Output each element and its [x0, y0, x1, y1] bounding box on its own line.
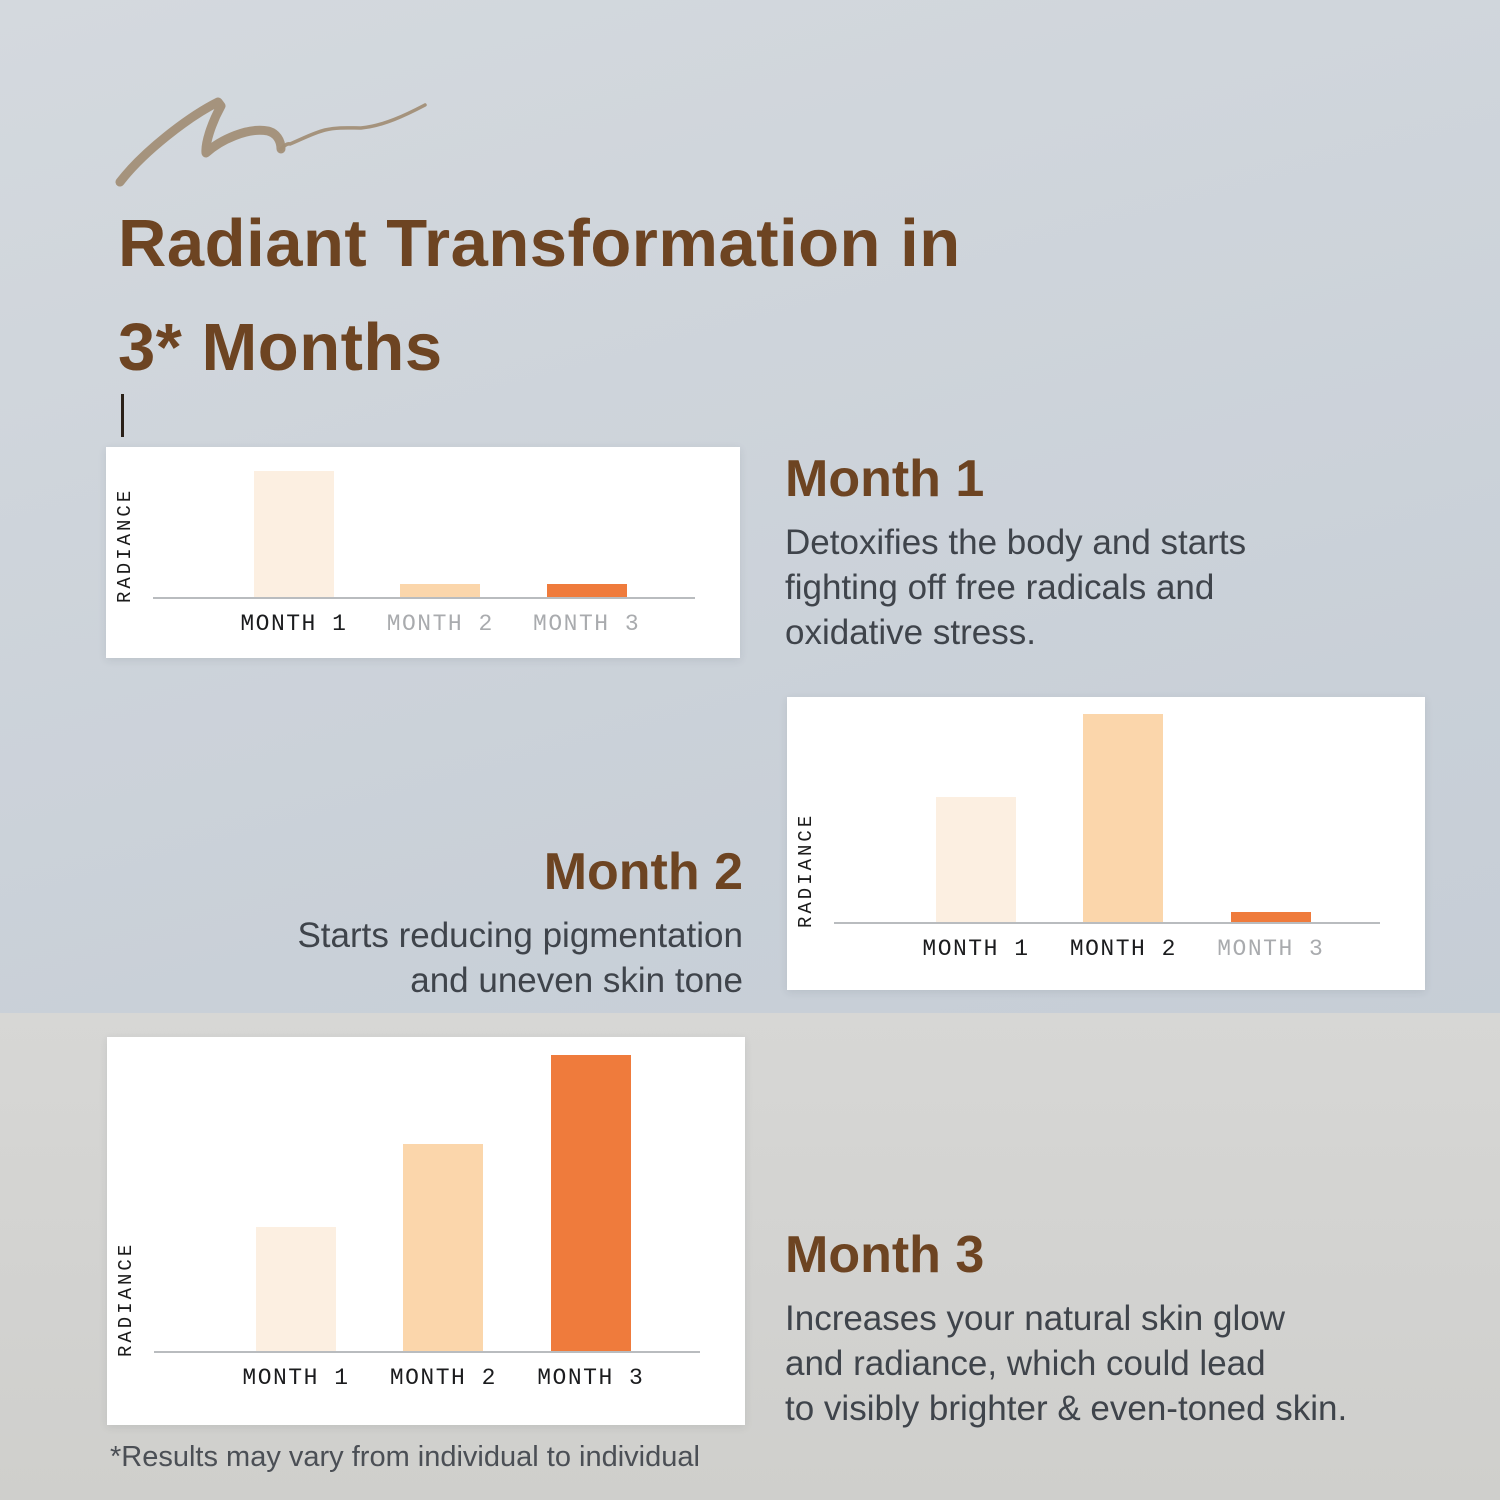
plot-area [834, 714, 1380, 924]
y-axis-label: RADIANCE [795, 812, 817, 928]
bar-month-1 [220, 1055, 373, 1351]
pencil-scribble-icon [115, 97, 427, 187]
month-1-description-line: Detoxifies the body and starts [785, 522, 1247, 562]
month-1-description-line: oxidative stress. [785, 612, 1036, 652]
x-tick-label-month-2: MONTH 2 [386, 611, 494, 637]
bar-month-3 [511, 471, 663, 597]
bar-month-2 [1047, 714, 1200, 922]
x-tick-label-month-3: MONTH 3 [533, 611, 641, 637]
bar [403, 1143, 484, 1351]
x-tick-label-month-2: MONTH 2 [1069, 936, 1177, 962]
bar [253, 471, 334, 597]
bar-month-1 [218, 471, 370, 597]
radiance-chart-month-3: RADIANCE MONTH 1 MONTH 2 MONTH 3 [107, 1037, 745, 1425]
bar [1230, 911, 1311, 922]
bar-month-3 [514, 1055, 667, 1351]
x-tick-label-month-3: MONTH 3 [537, 1365, 645, 1391]
plot-area [153, 471, 695, 599]
x-tick-label-month-1: MONTH 1 [240, 611, 348, 637]
month-3-description-line: to visibly brighter & even-toned skin. [785, 1388, 1348, 1428]
bar-month-3 [1194, 714, 1347, 922]
x-tick-label-month-1: MONTH 1 [242, 1365, 350, 1391]
bar [546, 584, 627, 597]
results-disclaimer: *Results may vary from individual to ind… [110, 1441, 700, 1473]
bar [550, 1055, 631, 1351]
bar [400, 584, 481, 597]
month-3-description: Increases your natural skin glow and rad… [785, 1296, 1445, 1431]
radiance-chart-month-2: RADIANCE MONTH 1 MONTH 2 MONTH 3 [787, 697, 1425, 990]
bar [255, 1226, 336, 1351]
x-axis-labels: MONTH 1 MONTH 2 MONTH 3 [154, 1365, 700, 1399]
month-3-section: Month 3 Increases your natural skin glow… [785, 1228, 1445, 1431]
bar [935, 797, 1016, 922]
page-title: Radiant Transformation in 3* Months [118, 192, 961, 400]
month-3-heading: Month 3 [785, 1226, 985, 1284]
month-2-description-line: and uneven skin tone [410, 960, 743, 1000]
radiance-chart-month-1: RADIANCE MONTH 1 MONTH 2 MONTH 3 [106, 447, 740, 658]
x-tick-label-month-1: MONTH 1 [922, 936, 1030, 962]
page-title-line2: 3* Months [118, 310, 443, 385]
month-1-section: Month 1 Detoxifies the body and starts f… [785, 452, 1425, 655]
bar-month-1 [900, 714, 1053, 922]
x-axis-labels: MONTH 1 MONTH 2 MONTH 3 [834, 936, 1380, 970]
month-2-description: Starts reducing pigmentation and uneven … [120, 913, 743, 1003]
page-title-line1: Radiant Transformation in [118, 206, 961, 281]
bar-month-2 [364, 471, 516, 597]
month-1-description: Detoxifies the body and starts fighting … [785, 520, 1425, 655]
plot-area [154, 1055, 700, 1353]
month-3-description-line: and radiance, which could lead [785, 1343, 1266, 1383]
month-2-heading: Month 2 [543, 843, 743, 901]
x-tick-label-month-3: MONTH 3 [1217, 936, 1325, 962]
bar [1083, 714, 1164, 922]
y-axis-label: RADIANCE [114, 487, 136, 603]
x-axis-labels: MONTH 1 MONTH 2 MONTH 3 [153, 611, 695, 645]
title-underline-tick [121, 394, 124, 437]
month-2-section: Month 2 Starts reducing pigmentation and… [120, 845, 743, 1003]
y-axis-label: RADIANCE [115, 1241, 137, 1357]
month-1-heading: Month 1 [785, 450, 985, 508]
x-tick-label-month-2: MONTH 2 [389, 1365, 497, 1391]
month-1-description-line: fighting off free radicals and [785, 567, 1215, 607]
month-2-description-line: Starts reducing pigmentation [297, 915, 743, 955]
month-3-description-line: Increases your natural skin glow [785, 1298, 1285, 1338]
bar-month-2 [367, 1055, 520, 1351]
